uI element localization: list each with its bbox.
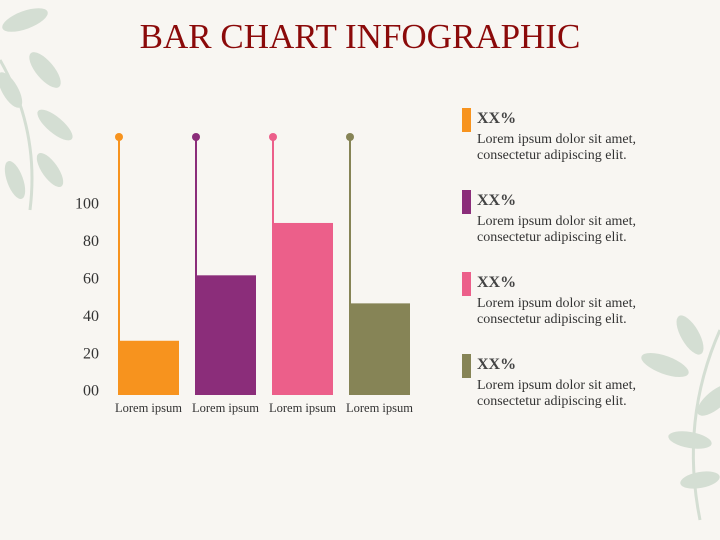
chart-title: BAR CHART INFOGRAPHIC bbox=[140, 17, 581, 56]
y-tick-label: 80 bbox=[83, 233, 99, 250]
y-tick-label: 40 bbox=[83, 308, 99, 325]
y-tick-label: 20 bbox=[83, 345, 99, 362]
bar bbox=[272, 222, 333, 395]
bar bbox=[118, 340, 179, 395]
legend-text: Lorem ipsum dolor sit amet, consectetur … bbox=[477, 214, 637, 245]
legend-text: Lorem ipsum dolor sit amet, consectetur … bbox=[477, 132, 637, 163]
legend-swatch bbox=[462, 354, 471, 378]
x-tick-label: Lorem ipsum bbox=[268, 401, 336, 415]
y-tick-label: 100 bbox=[75, 196, 99, 213]
bar bbox=[349, 303, 410, 395]
stem-dot bbox=[192, 133, 200, 141]
bar bbox=[195, 275, 256, 395]
y-tick-label: 60 bbox=[83, 270, 99, 287]
legend-swatch bbox=[462, 108, 471, 132]
legend-text: Lorem ipsum dolor sit amet, consectetur … bbox=[477, 378, 637, 409]
legend-label: XX% bbox=[477, 192, 517, 209]
legend-label: XX% bbox=[477, 110, 517, 127]
stem-dot bbox=[115, 133, 123, 141]
y-tick-label: 00 bbox=[83, 383, 99, 400]
legend-label: XX% bbox=[477, 356, 517, 373]
stem-dot bbox=[346, 133, 354, 141]
x-tick-label: Lorem ipsum bbox=[191, 401, 259, 415]
leaf-decoration bbox=[0, 8, 720, 521]
legend-text: Lorem ipsum dolor sit amet, consectetur … bbox=[477, 296, 637, 327]
legend-label: XX% bbox=[477, 274, 517, 291]
legend-swatch bbox=[462, 190, 471, 214]
x-tick-label: Lorem ipsum bbox=[114, 401, 182, 415]
stem-dot bbox=[269, 133, 277, 141]
legend-swatch bbox=[462, 272, 471, 296]
x-tick-label: Lorem ipsum bbox=[345, 401, 413, 415]
